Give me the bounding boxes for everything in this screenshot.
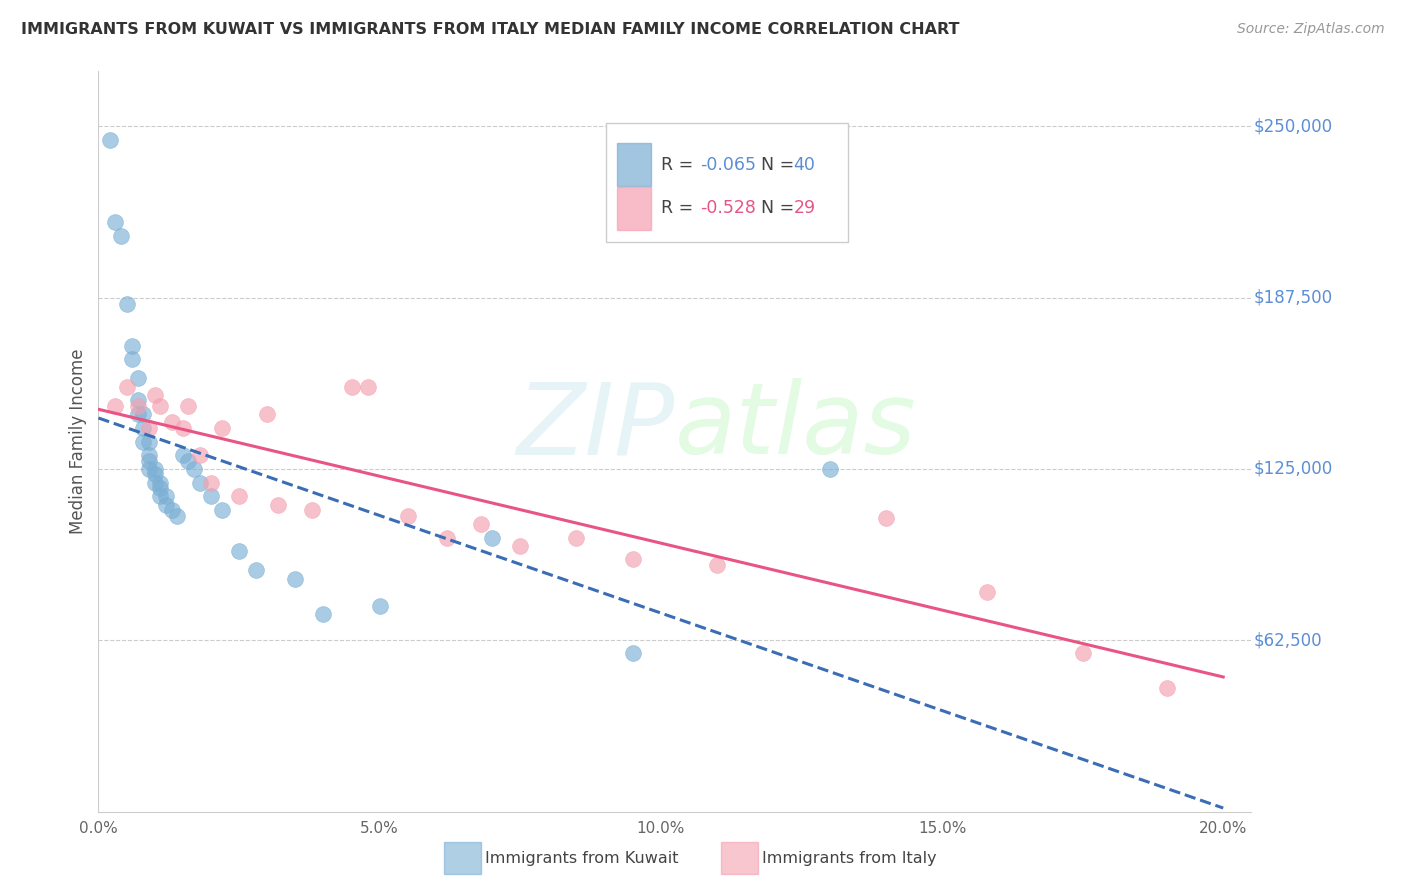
Point xyxy=(155,498,177,512)
Point xyxy=(200,475,222,490)
Text: -0.065: -0.065 xyxy=(700,155,756,174)
Point xyxy=(565,531,588,545)
Point xyxy=(188,448,211,462)
Point xyxy=(149,475,172,490)
Text: $62,500: $62,500 xyxy=(1254,632,1322,649)
Text: Immigrants from Kuwait: Immigrants from Kuwait xyxy=(485,851,679,865)
Text: -0.528: -0.528 xyxy=(700,200,756,218)
Point xyxy=(155,489,177,503)
Point xyxy=(706,558,728,572)
Point xyxy=(127,393,149,408)
Point xyxy=(127,407,149,421)
Text: N =: N = xyxy=(762,200,800,218)
Point xyxy=(1156,681,1178,696)
Point xyxy=(183,462,205,476)
Point xyxy=(149,481,172,495)
Point xyxy=(138,462,160,476)
Point xyxy=(143,388,166,402)
Point xyxy=(228,544,250,558)
Point xyxy=(115,380,138,394)
Y-axis label: Median Family Income: Median Family Income xyxy=(69,349,87,534)
Point xyxy=(149,399,172,413)
Point xyxy=(1071,646,1094,660)
Point xyxy=(166,508,188,523)
Point xyxy=(127,371,149,385)
Point xyxy=(121,338,143,352)
Point xyxy=(138,421,160,435)
Point xyxy=(160,415,183,429)
Point xyxy=(132,434,155,449)
FancyBboxPatch shape xyxy=(617,143,651,186)
Point xyxy=(621,552,644,566)
Point xyxy=(396,508,419,523)
Point xyxy=(245,563,267,577)
Point xyxy=(256,407,278,421)
Point xyxy=(160,503,183,517)
Point xyxy=(211,421,233,435)
Point xyxy=(121,352,143,367)
Point xyxy=(143,462,166,476)
Point xyxy=(621,646,644,660)
Point xyxy=(818,462,841,476)
Text: Immigrants from Italy: Immigrants from Italy xyxy=(762,851,936,865)
Point xyxy=(267,498,290,512)
Point xyxy=(340,380,363,394)
Point xyxy=(357,380,380,394)
Point xyxy=(436,531,458,545)
Text: 40: 40 xyxy=(793,155,815,174)
Point xyxy=(149,489,172,503)
Point xyxy=(115,297,138,311)
Text: R =: R = xyxy=(661,200,699,218)
Point xyxy=(211,503,233,517)
Point xyxy=(138,454,160,468)
Point xyxy=(138,448,160,462)
Text: ZIP: ZIP xyxy=(516,378,675,475)
Text: R =: R = xyxy=(661,155,699,174)
Text: $187,500: $187,500 xyxy=(1254,289,1333,307)
Point xyxy=(127,399,149,413)
Point xyxy=(284,572,307,586)
Text: $125,000: $125,000 xyxy=(1254,460,1333,478)
Point xyxy=(104,215,127,229)
Text: $250,000: $250,000 xyxy=(1254,117,1333,136)
Point xyxy=(172,421,194,435)
Point xyxy=(875,511,897,525)
Point xyxy=(138,434,160,449)
FancyBboxPatch shape xyxy=(617,186,651,230)
Point xyxy=(312,607,335,622)
Point xyxy=(200,489,222,503)
Point xyxy=(98,133,121,147)
Text: atlas: atlas xyxy=(675,378,917,475)
FancyBboxPatch shape xyxy=(606,123,848,242)
Text: Source: ZipAtlas.com: Source: ZipAtlas.com xyxy=(1237,22,1385,37)
Point xyxy=(132,421,155,435)
Point xyxy=(228,489,250,503)
Point xyxy=(110,228,132,243)
Point xyxy=(188,475,211,490)
Text: N =: N = xyxy=(762,155,800,174)
Point xyxy=(976,585,998,599)
Point xyxy=(104,399,127,413)
Point xyxy=(177,454,200,468)
Point xyxy=(368,599,391,613)
Point xyxy=(177,399,200,413)
Point xyxy=(143,467,166,482)
Point xyxy=(509,539,531,553)
Text: 29: 29 xyxy=(793,200,815,218)
Point xyxy=(481,531,503,545)
Point xyxy=(143,475,166,490)
Point xyxy=(470,516,492,531)
Text: IMMIGRANTS FROM KUWAIT VS IMMIGRANTS FROM ITALY MEDIAN FAMILY INCOME CORRELATION: IMMIGRANTS FROM KUWAIT VS IMMIGRANTS FRO… xyxy=(21,22,959,37)
Point xyxy=(301,503,323,517)
Point xyxy=(172,448,194,462)
Point xyxy=(132,407,155,421)
